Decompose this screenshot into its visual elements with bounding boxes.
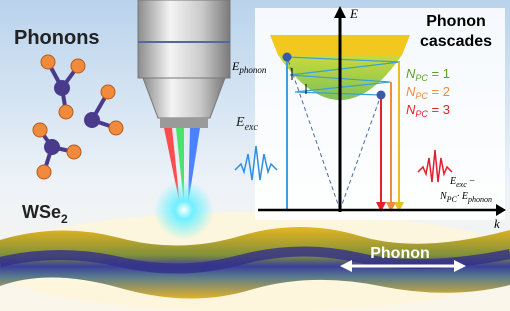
text: = 2 bbox=[428, 84, 450, 99]
decoration bbox=[59, 105, 73, 119]
cascades-label: cascades bbox=[420, 33, 492, 50]
subscript: phonon bbox=[467, 195, 492, 204]
decoration bbox=[377, 91, 386, 100]
subscript: exc bbox=[456, 180, 467, 189]
text: = 3 bbox=[428, 102, 450, 117]
text: E bbox=[235, 115, 245, 130]
npc-label: NPC = 1 bbox=[406, 66, 450, 83]
subscript: PC bbox=[415, 109, 428, 119]
cascades-label: Phonon bbox=[426, 13, 486, 30]
phonons-label: Phonons bbox=[14, 27, 100, 49]
decoration bbox=[283, 53, 292, 62]
phonon-label: Phonon bbox=[370, 245, 430, 262]
decoration bbox=[160, 118, 208, 128]
text: WSe bbox=[22, 202, 61, 222]
decoration bbox=[37, 165, 51, 179]
decoration bbox=[41, 55, 55, 69]
decoration bbox=[138, 0, 230, 78]
subscript: exc bbox=[245, 122, 259, 133]
text: E bbox=[449, 176, 456, 187]
decoration bbox=[54, 80, 70, 96]
subscript: phonon bbox=[238, 65, 267, 75]
subscript: 2 bbox=[61, 212, 68, 226]
subscript: PC bbox=[415, 91, 428, 101]
text: − bbox=[467, 176, 476, 187]
decoration bbox=[84, 112, 100, 128]
decoration bbox=[154, 180, 214, 240]
subscript: PC bbox=[415, 73, 428, 83]
axis-e-label: E bbox=[349, 6, 358, 21]
decoration bbox=[109, 121, 123, 135]
text: = 1 bbox=[428, 66, 450, 81]
decoration bbox=[101, 85, 115, 99]
figure: Phonons WSe2 Phonon E k Ephonon Eexc Pho… bbox=[0, 0, 510, 311]
npc-label: NPC = 3 bbox=[406, 102, 450, 119]
decoration bbox=[33, 123, 47, 137]
decoration bbox=[67, 145, 81, 159]
decoration bbox=[44, 139, 60, 155]
decoration bbox=[143, 78, 225, 118]
decoration bbox=[71, 59, 85, 73]
subscript: PC bbox=[446, 195, 458, 204]
npc-label: NPC = 2 bbox=[406, 84, 450, 101]
axis-k-label: k bbox=[494, 216, 500, 231]
text: · E bbox=[457, 191, 468, 202]
